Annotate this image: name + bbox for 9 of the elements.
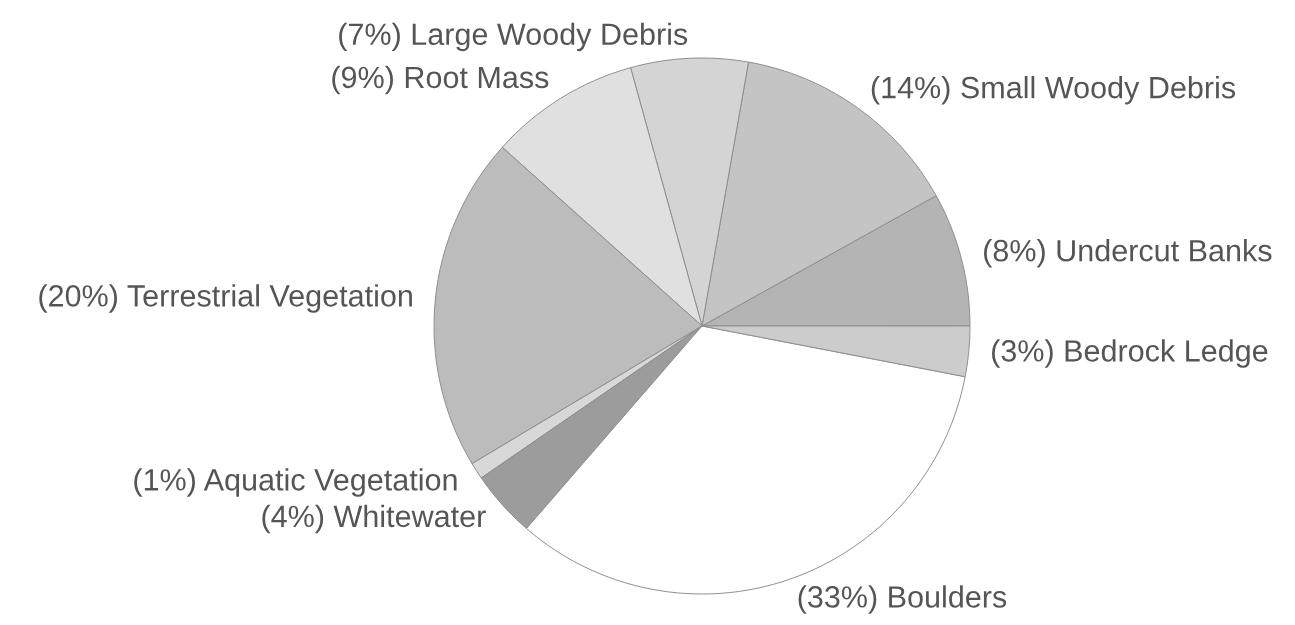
slice-label: (8%) Undercut Banks <box>984 239 1272 268</box>
slice-label: (20%) Terrestrial Vegetation <box>39 284 412 313</box>
slice-label: (3%) Bedrock Ledge <box>992 339 1268 368</box>
slice-label: (14%) Small Woody Debris <box>871 75 1236 105</box>
slice-label: (9%) Root Mass <box>332 65 549 95</box>
slice-label: (1%) Aquatic Vegetation <box>134 468 457 497</box>
slice-label: (7%) Large Woody Debris <box>339 22 688 52</box>
slice-label: (33%) Boulders <box>798 585 1007 614</box>
slice-label: (4%) Whitewater <box>262 504 486 534</box>
